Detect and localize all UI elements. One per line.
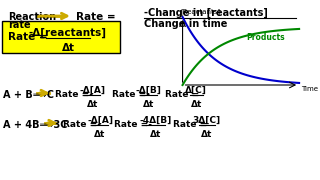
Text: -Change in [reactants]: -Change in [reactants] [144,8,268,18]
Text: -Δ[A]: -Δ[A] [79,86,105,95]
Text: Δt: Δt [190,100,202,109]
Text: Δ[C]: Δ[C] [185,86,207,95]
Text: Rate =: Rate = [173,120,207,129]
Text: Δt: Δt [61,43,75,53]
Text: -Δ[B]: -Δ[B] [136,86,162,95]
Text: A + B⟹C: A + B⟹C [3,90,54,100]
Text: Rate =: Rate = [76,12,116,22]
Text: Δt: Δt [143,100,154,109]
Text: Rate =-: Rate =- [112,90,150,99]
Text: rate: rate [8,20,30,30]
Text: Rate =: Rate = [165,90,199,99]
Text: Δt: Δt [87,100,98,109]
Text: Time: Time [301,86,318,92]
Text: Products: Products [247,33,285,42]
Text: Change in time: Change in time [144,19,227,29]
Text: [Reactants]: [Reactants] [180,8,221,15]
Text: Δt: Δt [150,130,161,139]
Text: Reaction: Reaction [8,12,56,22]
FancyBboxPatch shape [2,21,120,53]
Text: A + 4B⟹3C: A + 4B⟹3C [3,120,68,130]
Text: Δt: Δt [94,130,106,139]
Text: Δt: Δt [201,130,212,139]
Text: -Δ[reactants]: -Δ[reactants] [29,28,107,38]
Text: Rate =-: Rate =- [63,120,101,129]
Text: Rate =: Rate = [8,32,47,42]
Text: Rate =-: Rate =- [55,90,93,99]
Text: Rate =-: Rate =- [114,120,152,129]
Text: -4Δ[B]: -4Δ[B] [139,116,172,125]
Text: -Δ[A]: -Δ[A] [87,116,113,125]
Text: 3Δ[C]: 3Δ[C] [193,116,221,125]
